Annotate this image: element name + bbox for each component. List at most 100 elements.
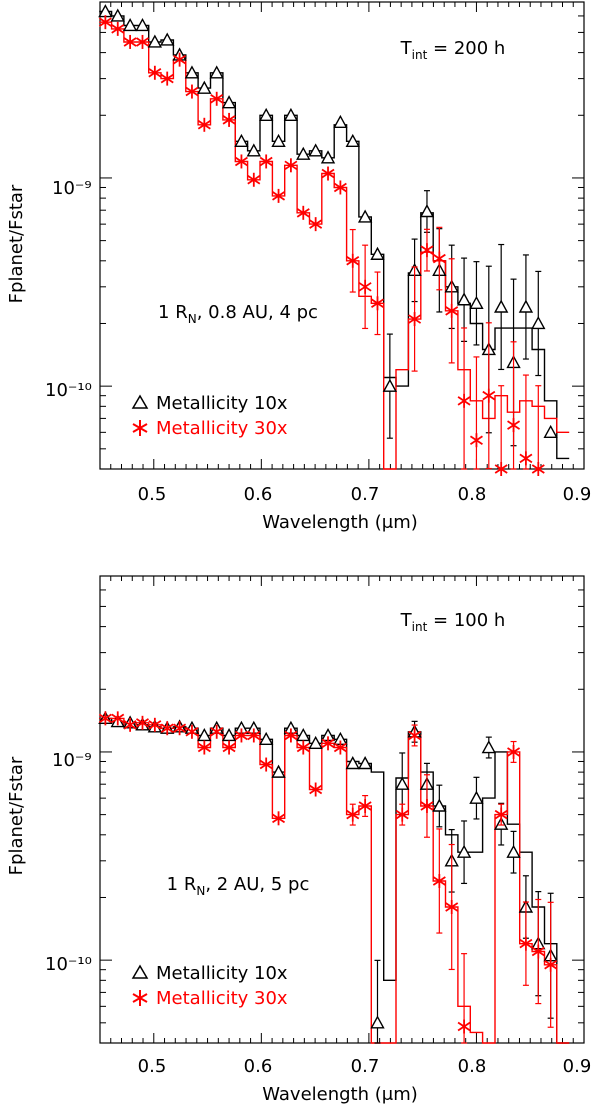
data-point-triangle: [283, 107, 299, 121]
data-point-asterisk: [346, 807, 360, 822]
y-tick-label-1e-9: 10⁻⁹: [52, 750, 92, 771]
data-point-triangle: [543, 424, 558, 439]
data-point-triangle: [184, 65, 200, 79]
data-point-asterisk: [469, 433, 483, 448]
x-tick-label: 0.8: [458, 484, 487, 505]
data-point-triangle: [271, 133, 286, 147]
data-point-asterisk: [247, 728, 261, 743]
data-point-triangle: [506, 844, 521, 858]
data-point-asterisk: [160, 71, 174, 86]
x-tick-label: 0.7: [351, 1056, 380, 1077]
data-point-triangle: [469, 295, 484, 309]
data-point-asterisk: [482, 388, 496, 403]
series-markers: [98, 4, 558, 476]
data-point-asterisk: [420, 799, 434, 814]
data-point-triangle: [382, 378, 398, 392]
legend-entry-metallicity-10x: Metallicity 10x: [156, 963, 288, 984]
data-point-triangle: [296, 146, 311, 160]
x-tick-label: 0.5: [138, 484, 167, 505]
data-point-asterisk: [272, 811, 286, 826]
data-point-triangle: [320, 150, 336, 164]
data-point-triangle: [221, 728, 237, 742]
data-point-asterisk: [321, 736, 335, 751]
data-point-triangle: [258, 731, 274, 746]
data-point-asterisk: [296, 740, 310, 755]
data-point-asterisk: [309, 217, 323, 232]
data-point-asterisk: [148, 65, 162, 80]
y-tick-label-1e-9: 10⁻⁹: [52, 178, 92, 199]
data-point-asterisk: [519, 936, 533, 951]
data-point-asterisk: [160, 721, 174, 736]
data-point-triangle: [197, 80, 212, 94]
data-point-triangle: [370, 246, 385, 260]
data-point-asterisk: [358, 799, 372, 814]
data-point-asterisk: [197, 117, 211, 132]
data-point-asterisk: [173, 721, 187, 736]
chart-panel-bottom: 10⁻⁹ 10⁻¹⁰ 0.5 0.6 0.7 0.8 0.9 Wavelengt…: [6, 575, 592, 1105]
data-point-triangle: [357, 209, 373, 223]
x-tick-label: 0.5: [138, 1056, 167, 1077]
data-point-asterisk: [284, 728, 298, 743]
x-tick-label: 0.9: [563, 1056, 592, 1077]
data-point-asterisk: [259, 757, 273, 772]
data-point-triangle: [258, 107, 274, 121]
series-lines: [99, 10, 570, 470]
data-point-asterisk: [185, 84, 199, 99]
model-step-line-metallicity-10x: [99, 717, 570, 1044]
data-point-asterisk: [531, 944, 545, 959]
data-point-asterisk: [457, 1019, 471, 1034]
data-point-triangle: [135, 18, 150, 32]
data-point-asterisk: [321, 166, 335, 181]
planet-parameters-annotation: 1 RN, 2 AU, 5 pc: [167, 874, 310, 898]
data-point-asterisk: [135, 715, 149, 730]
data-point-triangle: [160, 32, 175, 46]
data-point-triangle: [246, 143, 261, 157]
data-point-asterisk: [98, 15, 112, 30]
data-point-asterisk: [123, 717, 137, 732]
integration-time-annotation: Tint = 100 h: [400, 610, 506, 634]
axis-ticks: [99, 576, 585, 1044]
x-tick-label: 0.7: [351, 484, 380, 505]
data-point-triangle: [481, 740, 496, 754]
data-point-asterisk: [135, 34, 149, 49]
legend: Metallicity 10x Metallicity 30x: [131, 963, 288, 1009]
data-point-asterisk: [494, 462, 508, 476]
planet-parameters-annotation: 1 RN, 0.8 AU, 4 pc: [158, 302, 318, 326]
data-point-asterisk: [432, 251, 446, 266]
data-point-triangle: [531, 316, 546, 330]
data-point-asterisk: [507, 744, 521, 759]
data-point-asterisk: [173, 52, 187, 67]
chart-panel-top: 10⁻⁹ 10⁻¹⁰ 0.5 0.6 0.7 0.8 0.9 Wavelengt…: [6, 1, 591, 533]
data-point-asterisk: [420, 243, 434, 258]
data-point-triangle: [110, 8, 125, 22]
legend: Metallicity 10x Metallicity 30x: [131, 393, 288, 439]
axis-ticks: [99, 2, 585, 470]
data-point-asterisk: [333, 740, 347, 755]
x-tick-label: 0.8: [458, 1056, 487, 1077]
x-axis-label: Wavelength (μm): [262, 512, 418, 533]
data-point-triangle: [469, 790, 484, 804]
data-point-asterisk: [296, 205, 310, 220]
data-point-triangle: [432, 798, 447, 812]
data-point-asterisk: [98, 711, 112, 726]
data-point-asterisk: [519, 451, 533, 466]
data-point-asterisk: [358, 279, 372, 294]
y-tick-label-1e-10: 10⁻¹⁰: [45, 380, 92, 401]
data-point-asterisk: [197, 740, 211, 755]
data-point-asterisk: [544, 957, 558, 972]
model-step-line-metallicity-30x: [99, 21, 570, 470]
data-point-triangle: [234, 133, 249, 147]
data-point-triangle: [271, 764, 286, 778]
data-point-asterisk: [445, 303, 459, 318]
data-point-triangle: [456, 844, 472, 858]
x-tick-label: 0.6: [244, 484, 273, 505]
data-point-asterisk: [210, 91, 224, 106]
plot-frame: [99, 1, 585, 470]
data-point-asterisk: [234, 154, 248, 169]
data-point-asterisk: [222, 112, 236, 127]
y-tick-label-1e-10: 10⁻¹⁰: [45, 954, 92, 975]
legend-triangle-marker: [131, 394, 149, 409]
data-point-asterisk: [123, 34, 137, 49]
data-point-triangle: [456, 292, 472, 306]
